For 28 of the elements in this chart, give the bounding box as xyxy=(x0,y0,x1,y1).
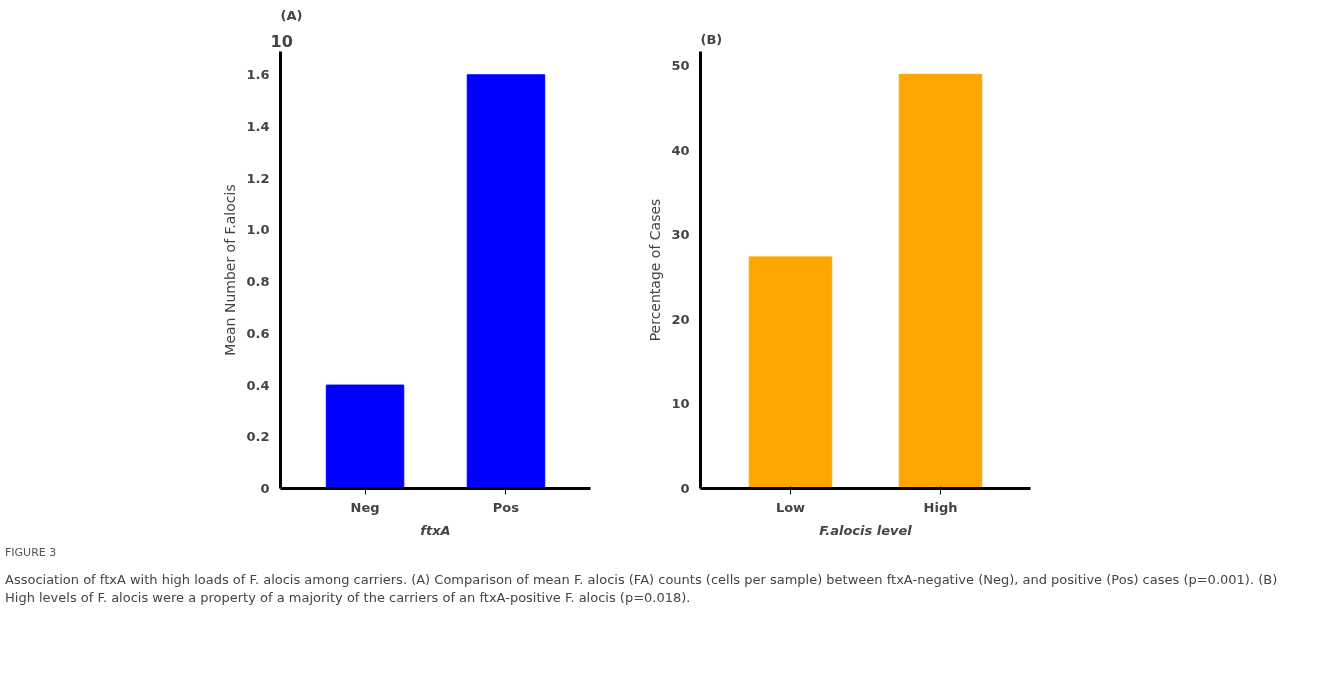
y-tick-label: 0.6 xyxy=(246,325,270,341)
x-axis-title: F.alocis level xyxy=(819,522,913,538)
y-tick-label: 0 xyxy=(680,481,690,496)
y-tick-label: 0.8 xyxy=(246,274,270,290)
y-tick-label: 1.6 xyxy=(246,67,270,83)
x-tick-label: Low xyxy=(775,499,806,515)
chart-title: (A) xyxy=(280,7,303,23)
x-tick-label: Pos xyxy=(492,499,520,515)
text: 10 xyxy=(270,31,293,51)
y-tick-label: 50 xyxy=(671,58,690,74)
y-axis-title: Percentage of Cases xyxy=(647,198,664,342)
x-tick-label: High xyxy=(923,499,958,515)
x-axis-title: ftxA xyxy=(420,522,451,538)
y-axis-title: Mean Number of F.alocis xyxy=(222,184,239,356)
y-tick-label: 0.4 xyxy=(246,377,270,393)
y-tick-label: 1.2 xyxy=(246,170,270,186)
y-tick-label: 0 xyxy=(260,481,270,496)
y-tick-label: 40 xyxy=(671,142,690,158)
caption: FIGURE 3 xyxy=(5,545,57,561)
y-tick-label: 1.0 xyxy=(246,222,270,238)
y-tick-label: 0.2 xyxy=(246,429,270,445)
x-tick-label: Neg xyxy=(350,499,380,515)
y-tick-label: 10 xyxy=(671,396,690,412)
y-tick-label: 1.4 xyxy=(246,118,270,134)
chart-title: (B) xyxy=(700,31,723,47)
text: Association of ftxA with high loads of F. alocis among carriers. (A) Comparison of mean F. alocis (FA) counts (cells per sample) between ftxA-negative (Neg), and positive (Pos) cases (p=0.001). (B) High levels of F. alocis were a property of a majority of the carriers of an ftxA-positive F. alocis (p=0.018). xyxy=(5,570,1279,608)
y-tick-label: 30 xyxy=(671,227,690,243)
y-tick-label: 20 xyxy=(671,311,690,327)
